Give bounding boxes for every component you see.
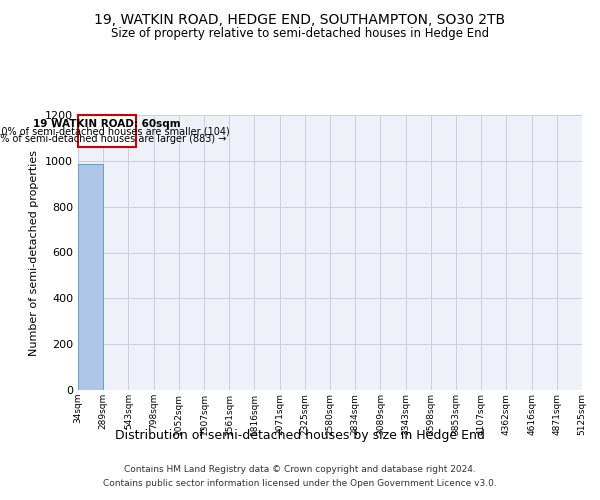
Text: 19 WATKIN ROAD: 60sqm: 19 WATKIN ROAD: 60sqm xyxy=(33,118,181,128)
Bar xyxy=(78,164,103,390)
Text: 19, WATKIN ROAD, HEDGE END, SOUTHAMPTON, SO30 2TB: 19, WATKIN ROAD, HEDGE END, SOUTHAMPTON,… xyxy=(94,12,506,26)
Y-axis label: Number of semi-detached properties: Number of semi-detached properties xyxy=(29,150,40,356)
Text: ← 10% of semi-detached houses are smaller (104): ← 10% of semi-detached houses are smalle… xyxy=(0,127,230,137)
Text: Contains HM Land Registry data © Crown copyright and database right 2024.
Contai: Contains HM Land Registry data © Crown c… xyxy=(103,466,497,487)
Text: Distribution of semi-detached houses by size in Hedge End: Distribution of semi-detached houses by … xyxy=(115,428,485,442)
FancyBboxPatch shape xyxy=(78,116,136,146)
Text: 89% of semi-detached houses are larger (883) →: 89% of semi-detached houses are larger (… xyxy=(0,134,226,144)
Text: Size of property relative to semi-detached houses in Hedge End: Size of property relative to semi-detach… xyxy=(111,28,489,40)
